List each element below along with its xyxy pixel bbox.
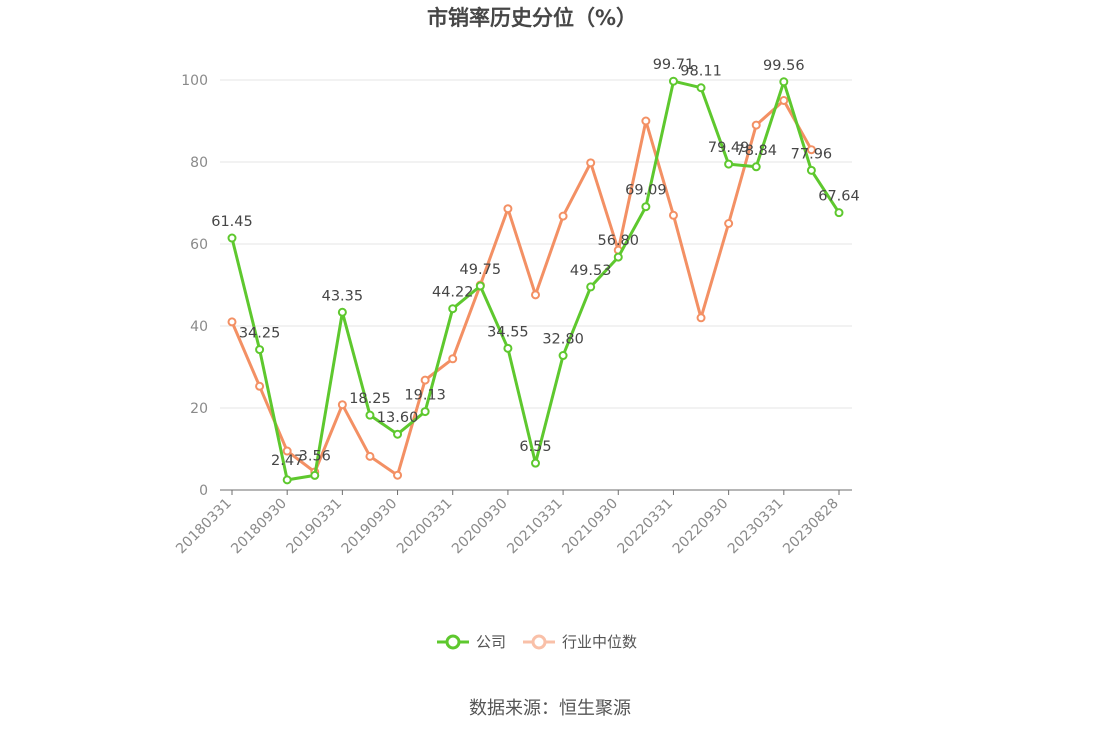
industry-point: [558, 211, 568, 221]
company-point: [641, 202, 651, 212]
company-point: [365, 410, 375, 420]
company-point: [779, 77, 789, 87]
company-data-label: 49.75: [460, 262, 502, 278]
company-data-label: 61.45: [211, 214, 253, 230]
company-data-label: 13.60: [377, 410, 419, 426]
company-data-label: 44.22: [432, 285, 474, 301]
company-data-label: 2.47: [271, 453, 303, 469]
industry-point: [696, 313, 706, 323]
x-tick-label: 20200930: [449, 496, 511, 558]
company-point: [282, 475, 292, 485]
industry-point: [779, 96, 789, 105]
industry-point: [337, 400, 347, 410]
y-tick-label: 80: [190, 155, 208, 171]
company-data-label: 99.71: [653, 57, 695, 73]
industry-point: [668, 210, 678, 220]
company-point: [475, 281, 485, 291]
industry-point: [503, 204, 513, 214]
y-tick-label: 0: [199, 483, 208, 499]
company-point: [806, 165, 816, 175]
x-tick-label: 20220331: [615, 496, 677, 558]
company-point: [227, 233, 237, 243]
legend[interactable]: 公司 行业中位数: [437, 633, 637, 651]
company-point: [310, 470, 320, 480]
company-data-label: 18.25: [349, 391, 391, 407]
company-data-label: 43.35: [322, 288, 364, 304]
company-point: [668, 76, 678, 86]
chart-title: 市销率历史分位（%）: [427, 6, 637, 30]
industry-point: [531, 290, 540, 300]
series-layer: [227, 76, 844, 485]
company-point: [531, 458, 540, 468]
company-point: [448, 304, 458, 314]
industry-point: [806, 145, 816, 155]
x-tick-label: 20230828: [780, 496, 842, 558]
company-data-label: 77.96: [791, 146, 833, 162]
industry-point: [227, 317, 237, 327]
company-point: [503, 343, 513, 353]
industry-point: [751, 120, 761, 130]
company-data-label: 67.64: [818, 189, 860, 205]
company-data-label: 98.11: [680, 64, 722, 80]
x-tick-label: 20220930: [670, 496, 732, 558]
x-tick-label: 20180331: [173, 496, 235, 558]
industry-line: [230, 99, 813, 477]
industry-point: [586, 158, 596, 168]
x-tick-label: 20200331: [394, 496, 456, 558]
legend-marker-company: [445, 634, 461, 650]
company-point: [724, 159, 734, 169]
company-data-label: 32.80: [542, 332, 584, 348]
company-data-label: 79.49: [708, 140, 750, 156]
legend-label-industry: 行业中位数: [562, 633, 637, 651]
company-point: [337, 307, 347, 317]
legend-item-company[interactable]: 公司: [437, 633, 506, 651]
company-data-label: 6.55: [519, 439, 551, 455]
company-point: [613, 252, 623, 262]
industry-point: [365, 451, 375, 461]
company-data-label: 19.13: [404, 388, 446, 404]
x-tick-label: 20180930: [228, 496, 290, 558]
company-point: [255, 345, 265, 355]
company-point: [834, 208, 844, 218]
company-point: [420, 407, 430, 417]
data-labels: 61.45 34.25 2.473.56 43.35 18.25 13.60 19.13 44…: [211, 57, 860, 469]
x-tick-label: 20210930: [559, 496, 621, 558]
legend-marker-industry: [531, 634, 547, 650]
company-data-label: 78.84: [735, 143, 777, 159]
x-tick-label: 20190331: [283, 496, 345, 558]
legend-item-industry[interactable]: 行业中位数: [523, 633, 637, 651]
company-data-label: 69.09: [625, 183, 667, 199]
y-tick-label: 20: [190, 401, 208, 417]
legend-label-company: 公司: [476, 633, 506, 651]
x-tick-label: 20230331: [725, 496, 787, 558]
y-tick-label: 60: [190, 237, 208, 253]
industry-point: [641, 116, 651, 126]
industry-point: [724, 219, 734, 228]
x-tick-label: 20190930: [339, 496, 401, 558]
company-point: [696, 83, 706, 93]
company-data-label: 99.56: [763, 58, 805, 74]
company-data-label: 34.25: [239, 326, 281, 342]
industry-point: [393, 470, 403, 480]
industry-point: [255, 381, 265, 391]
x-tick-label: 20210331: [504, 496, 566, 558]
company-point: [586, 282, 596, 292]
company-point: [393, 429, 403, 439]
industry-point: [282, 446, 292, 456]
company-point: [558, 351, 568, 361]
company-point: [751, 162, 761, 172]
y-tick-label: 40: [190, 319, 208, 335]
source-note: 数据来源：恒生聚源: [469, 698, 631, 719]
y-tick-label: 100: [181, 73, 208, 89]
company-data-label: 3.56: [299, 448, 331, 464]
company-data-label: 49.53: [570, 263, 612, 279]
company-data-label: 34.55: [487, 324, 529, 340]
industry-point: [448, 354, 458, 364]
industry-point: [420, 375, 430, 385]
company-data-label: 56.80: [598, 233, 640, 249]
